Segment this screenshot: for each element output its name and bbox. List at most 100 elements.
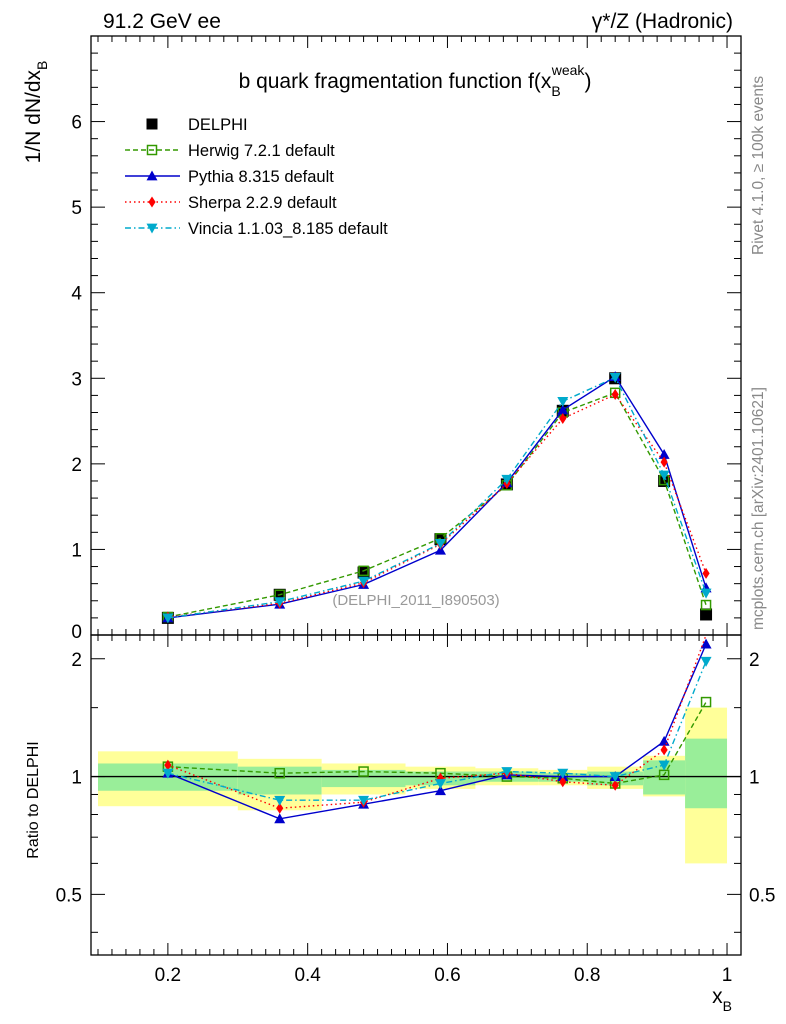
marker-open-square [274,767,285,779]
x-axis-label-sub: B [723,998,732,1014]
analysis-id: (DELPHI_2011_I890503) [332,592,499,609]
marker-diamond [164,759,172,771]
marker-triangle-up [274,813,286,824]
legend-label: Pythia 8.315 default [188,168,334,186]
x-axis-label: xB [712,985,732,1014]
y-tick-label: 5 [71,198,82,219]
marker-triangle-down [557,768,569,779]
marker-triangle-down [609,373,621,383]
y-axis-label-main: 1/N dN/dx [22,69,45,163]
x-tick-label: 0.8 [574,965,600,986]
marker-triangle-down [609,772,621,783]
axes: 0.2 0.4 0.6 0.8 1 0 1 2 3 4 5 6 0.5 0.5 1 1 2 2 [56,35,775,986]
legend-entry: Herwig 7.2.1 default [125,142,335,160]
ratio-tick-label-left: 1 [71,768,82,789]
marker-triangle-down [358,576,370,587]
x-tick-label: 1 [722,965,733,986]
marker-diamond [559,413,567,425]
ratio-tick-label-left: 0.5 [56,885,82,906]
y-tick-label: 2 [71,455,82,476]
legend-entry: DELPHI [146,116,248,134]
marker-diamond [702,567,710,579]
ratio-bands [97,707,728,864]
ratio-tick-label-right: 0.5 [749,885,775,906]
legend: DELPHI Herwig 7.2.1 default Pythia 8.315 d… [125,116,388,238]
ratio-tick-label-right: 1 [749,768,760,789]
chart-title-close: ) [584,70,591,93]
marker-open-square [146,144,158,156]
marker-diamond [559,776,567,788]
legend-entry: Vincia 1.1.03_8.185 default [125,220,388,238]
marker-triangle-down [434,539,446,549]
y-tick-label: 4 [71,284,82,305]
chart-title: b quark fragmentation function f(xBweak) [239,62,592,99]
marker-open-square [700,696,712,708]
marker-triangle-down [274,795,286,806]
marker-triangle-down [501,767,513,778]
marker-triangle-up [146,170,158,181]
marker-triangle-down [358,795,370,806]
marker-open-square [358,565,369,577]
series-line-triangle-up [167,375,707,619]
legend-entry: Pythia 8.315 default [125,168,334,186]
rivet-label: Rivet 4.1.0, ≥ 100k events [750,76,767,255]
legend-entry: Sherpa 2.2.9 default [125,194,337,212]
marker-triangle-up [658,735,670,746]
marker-triangle-up [658,448,670,459]
marker-open-square [358,766,369,777]
legend-label: DELPHI [188,116,248,134]
marker-triangle-down [434,779,446,790]
marker-diamond [660,744,668,756]
marker-diamond [276,802,284,814]
series-line-diamond [167,393,707,618]
ratio-tick-label-right: 2 [749,650,760,671]
chart-title-main: b quark fragmentation function f(x [239,70,552,93]
ratio-axis-label: Ratio to DELPHI [25,741,42,858]
marker-triangle-down [557,396,569,407]
ratio-line-triangle-down [167,661,707,801]
legend-label: Vincia 1.1.03_8.185 default [188,220,388,238]
mcplots-label: mcplots.cern.ch [arXiv:2401.10621] [750,387,767,630]
ratio-tick-label-left: 2 [71,650,82,671]
marker-triangle-down [658,760,670,771]
legend-label: Sherpa 2.2.9 default [188,194,337,212]
ratio-band-inner [685,738,728,809]
x-tick-label: 0.6 [434,965,460,986]
series-line-open-square [167,391,707,618]
marker-open-square [700,599,712,611]
marker-triangle-up [434,785,446,796]
marker-diamond [611,389,619,401]
marker-triangle-down [658,470,670,481]
x-axis-label-main: x [712,985,723,1008]
marker-triangle-down [274,597,286,608]
marker-diamond [611,779,619,791]
marker-diamond [660,456,668,468]
y-axis-label: 1/N dN/dxB [22,61,50,164]
header-process-label: γ*/Z (Hadronic) [592,10,733,33]
y-tick-label: 6 [71,113,82,134]
ratio-plot-frame [90,634,742,956]
chart-title-sup: weak [551,62,586,78]
x-tick-label: 0.2 [155,965,181,986]
marker-triangle-down [162,768,174,779]
marker-triangle-down [146,223,158,234]
marker-filled-square [700,608,713,621]
marker-triangle-down [700,656,712,667]
y-axis-label-sub: B [34,61,50,70]
legend-label: Herwig 7.2.1 default [188,142,335,160]
chart-title-sub: B [551,83,560,99]
main-series-layer [161,371,713,624]
marker-triangle-down [700,588,712,599]
marker-triangle-down [501,474,513,485]
x-tick-label: 0.4 [294,965,321,986]
y-tick-label: 3 [71,369,82,390]
marker-triangle-up [557,404,569,415]
marker-triangle-down [162,613,174,624]
marker-diamond [148,196,156,208]
data-point-delphi [700,608,713,621]
ratio-band-inner [321,769,406,788]
y-tick-label: 1 [71,540,82,561]
series-line-triangle-down [167,376,707,619]
ratio-series-layer [162,634,712,824]
